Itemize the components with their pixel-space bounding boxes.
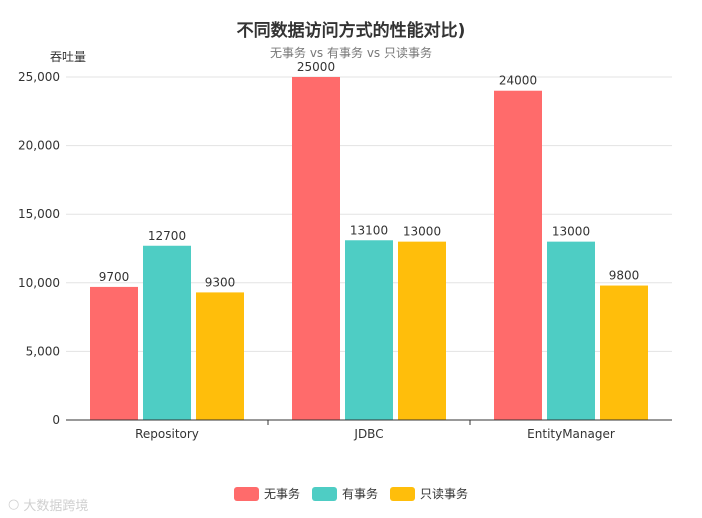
y-axis-label: 吞吐量 — [50, 50, 87, 64]
bar-data-label: 12700 — [148, 229, 186, 243]
bar-data-label: 13100 — [350, 223, 388, 237]
bar[interactable] — [398, 241, 446, 420]
legend-label: 无事务 — [263, 487, 300, 501]
y-tick-label: 10,000 — [18, 276, 60, 290]
x-tick-label: JDBC — [353, 427, 383, 441]
legend-swatch — [390, 486, 415, 501]
bar-data-label: 9800 — [609, 269, 640, 283]
bar-data-label: 13000 — [552, 225, 590, 239]
chart-title: 不同数据访问方式的性能对比) — [236, 21, 466, 41]
y-tick-label: 15,000 — [18, 207, 60, 221]
y-tick-label: 5,000 — [26, 344, 60, 358]
legend-swatch — [233, 486, 259, 501]
legend-item[interactable]: 有事务 — [311, 485, 378, 502]
legend-swatch — [311, 486, 337, 501]
legend-label: 有事务 — [341, 487, 378, 501]
bar-data-label: 24000 — [499, 74, 537, 88]
bar[interactable] — [143, 245, 191, 420]
chart-subtitle: 无事务 vs 有事务 vs 只读事务 — [270, 46, 432, 60]
y-tick-label: 25,000 — [18, 70, 60, 84]
bar[interactable] — [90, 286, 138, 420]
watermark-logo-icon: ○ — [8, 497, 20, 512]
bar[interactable] — [547, 241, 595, 420]
bar[interactable] — [494, 90, 542, 420]
bar[interactable] — [292, 77, 340, 420]
legend-item[interactable]: 无事务 — [233, 485, 300, 502]
watermark: ○ 大数据跨境 — [8, 495, 88, 514]
bar-data-label: 13000 — [403, 225, 441, 239]
bar-data-label: 9300 — [205, 275, 236, 289]
y-tick-label: 0 — [52, 413, 60, 427]
legend-label: 只读事务 — [420, 487, 469, 501]
y-tick-label: 20,000 — [18, 139, 60, 153]
bar[interactable] — [600, 285, 648, 420]
bar[interactable] — [345, 240, 393, 420]
bar-data-label: 9700 — [99, 270, 130, 284]
x-tick-label: Repository — [135, 427, 199, 441]
x-tick-label: EntityManager — [527, 427, 615, 441]
bar-data-label: 25000 — [297, 60, 335, 74]
bar[interactable] — [196, 292, 244, 420]
legend: 无事务 有事务 只读事务 — [0, 485, 702, 502]
watermark-text: 大数据跨境 — [23, 499, 89, 514]
legend-item[interactable]: 只读事务 — [390, 485, 468, 502]
